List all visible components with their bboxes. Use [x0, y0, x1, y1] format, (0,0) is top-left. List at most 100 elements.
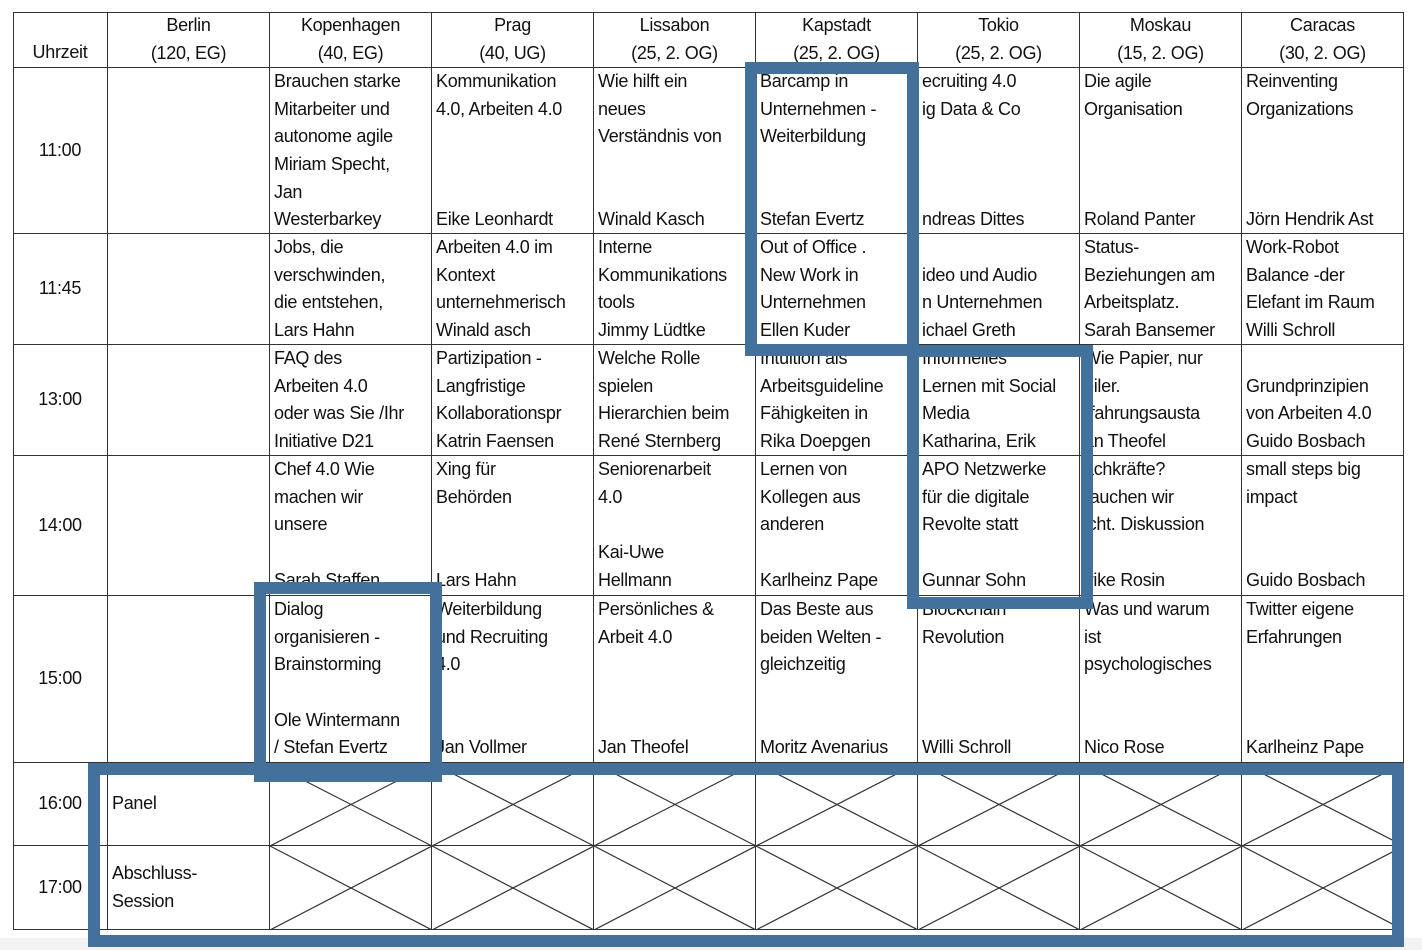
crossed-cell [270, 763, 432, 846]
session-text-line: Gunnar Sohn [922, 569, 1026, 590]
session-cell: Seniorenarbeit 4.0 Kai-Uwe Hellmann [594, 456, 756, 596]
room-name: Prag [494, 15, 531, 35]
session-text-line: unsere [274, 514, 328, 535]
session-text-line: ndreas Dittes [922, 209, 1025, 230]
session-cell: Die agile Organisation Roland Panter [1080, 68, 1242, 234]
room-details: (120, EG) [150, 42, 227, 63]
session-text-line: Fähigkeiten in [760, 403, 868, 424]
session-text-line: APO Netzwerke [922, 459, 1047, 479]
session-text-line: Karlheinz Pape [1246, 737, 1364, 758]
session-text-line: Kai-Uwe [598, 542, 664, 563]
room-details: (25, 2. OG) [631, 42, 718, 63]
session-cell: Welche Rolle spielen Hierarchien beim René … [594, 345, 756, 456]
session-text-line [1246, 123, 1403, 151]
time-label: 11:00 [38, 139, 82, 160]
session-text-line [1246, 539, 1403, 567]
session-text-line: 4.0 [436, 654, 461, 675]
session-cell [108, 68, 270, 234]
session-text-line: unternehmerisch [436, 292, 566, 313]
room-details: (15, 2. OG) [1117, 42, 1204, 63]
session-text-line [436, 707, 593, 735]
session-text-line: Grundprinzipien [1246, 375, 1369, 396]
session-text-line: anderen [760, 514, 824, 535]
session-text-line [1084, 151, 1241, 179]
session-text-line: Xing für [436, 459, 496, 479]
session-text-line: Langfristige [436, 375, 526, 396]
session-cell: Dialog organisieren - Brainstorming Ole Win… [270, 596, 432, 763]
session-text-line: 4.0, Arbeiten 4.0 [436, 98, 562, 119]
session-text-line: Interne [598, 237, 652, 257]
session-text-line: Mitarbeiter und [274, 98, 390, 119]
session-text-line [598, 679, 755, 707]
session-text-line: Jobs, die [274, 237, 344, 257]
time-slot: 15:00 [13, 596, 108, 763]
session-text-line: ig Data & Co [922, 98, 1021, 119]
time-label: 11:45 [38, 278, 82, 299]
session-cell: Work-Robot Balance -der Elefant im Raum Wil… [1242, 234, 1404, 345]
session-text-line: Arbeitsplatz. [1084, 292, 1180, 313]
session-cell: Out of Office . New Work in Unternehmen Ell… [756, 234, 918, 345]
session-text-line: ideo und Audio [922, 264, 1037, 285]
crossed-cell [1242, 846, 1404, 930]
session-text-line [922, 151, 1079, 179]
session-text-line: gleichzeitig [760, 654, 846, 675]
crossed-cell [756, 763, 918, 846]
session-text-line [760, 179, 917, 207]
session-text-line: Die agile [1084, 71, 1152, 91]
session-cell: ecruiting 4.0 ig Data & Co ndreas Dittes [918, 68, 1080, 234]
session-text-line [436, 151, 593, 179]
crossed-cell [270, 846, 432, 930]
session-text-line: Sarah Bansemer [1084, 320, 1215, 341]
session-text-line [598, 707, 755, 735]
crossed-cell [432, 846, 594, 930]
session-text-line: Katrin Faensen [436, 431, 554, 452]
session-cell: APO Netzwerke für die digitale Revolte sta… [918, 456, 1080, 596]
session-text-line: Willi Schroll [922, 737, 1012, 758]
session-text-line [436, 679, 593, 707]
session-text-line [436, 123, 593, 151]
session-cell: FAQ des Arbeiten 4.0 oder was Sie /Ihr Init… [270, 345, 432, 456]
session-cell: Persönliches & Arbeit 4.0 Jan Theofel [594, 596, 756, 763]
session-text-line: Ole Wintermann [274, 709, 400, 730]
header-room: Moskau (15, 2. OG) [1080, 12, 1242, 68]
session-text-line: Das Beste aus [760, 599, 874, 619]
session-text-line: Wie hilft ein [598, 71, 688, 91]
session-text-line: beiden Welten - [760, 626, 882, 647]
crossed-cell [1080, 763, 1242, 846]
session-text-line [598, 651, 755, 679]
crossed-cell [594, 846, 756, 930]
cross-line [1242, 846, 1403, 929]
session-text-line: Guido Bosbach [1246, 569, 1366, 590]
cross-line [270, 846, 431, 929]
session-text-line: von Arbeiten 4.0 [1246, 403, 1372, 424]
session-text-line: verschwinden, [274, 264, 386, 285]
room-name: Caracas [1290, 15, 1355, 35]
session-text-line [760, 539, 917, 567]
room-details: (40, EG) [317, 42, 384, 63]
session-text-line: Initiative D21 [274, 431, 374, 452]
session-text-line: Persönliches & [598, 599, 714, 619]
session-cell [108, 234, 270, 345]
session-text-line: Arbeit 4.0 [598, 626, 673, 647]
session-cell: Das Beste aus beiden Welten - gleichzeitig… [756, 596, 918, 763]
session-text-line: Was und warum [1084, 599, 1210, 619]
session-text-line [1246, 511, 1403, 539]
session-cell: Barcamp in Unternehmen - Weiterbildung Stef… [756, 68, 918, 234]
time-slot: 13:00 [13, 345, 108, 456]
header-time: Uhrzeit [13, 12, 108, 68]
session-text-line: Arbeiten 4.0 [274, 375, 368, 396]
session-text-line: Informelles [922, 348, 1007, 368]
session-text-line: Jörn Hendrik Ast [1246, 209, 1374, 230]
room-name: Berlin [166, 15, 211, 35]
room-name: Kapstadt [802, 15, 871, 35]
room-name: Lissabon [639, 15, 710, 35]
header-room: Berlin (120, EG) [108, 12, 270, 68]
session-text-line: Jan [274, 181, 303, 202]
session-text-line [922, 679, 1079, 707]
session-text-line: Stefan Evertz [760, 209, 865, 230]
session-text-line: René Sternberg [598, 431, 721, 452]
session-text-line: tools [598, 292, 635, 313]
session-text-line [922, 123, 1079, 151]
session-cell: Partizipation - Langfristige Kollaboration… [432, 345, 594, 456]
session-text-line [598, 511, 755, 539]
